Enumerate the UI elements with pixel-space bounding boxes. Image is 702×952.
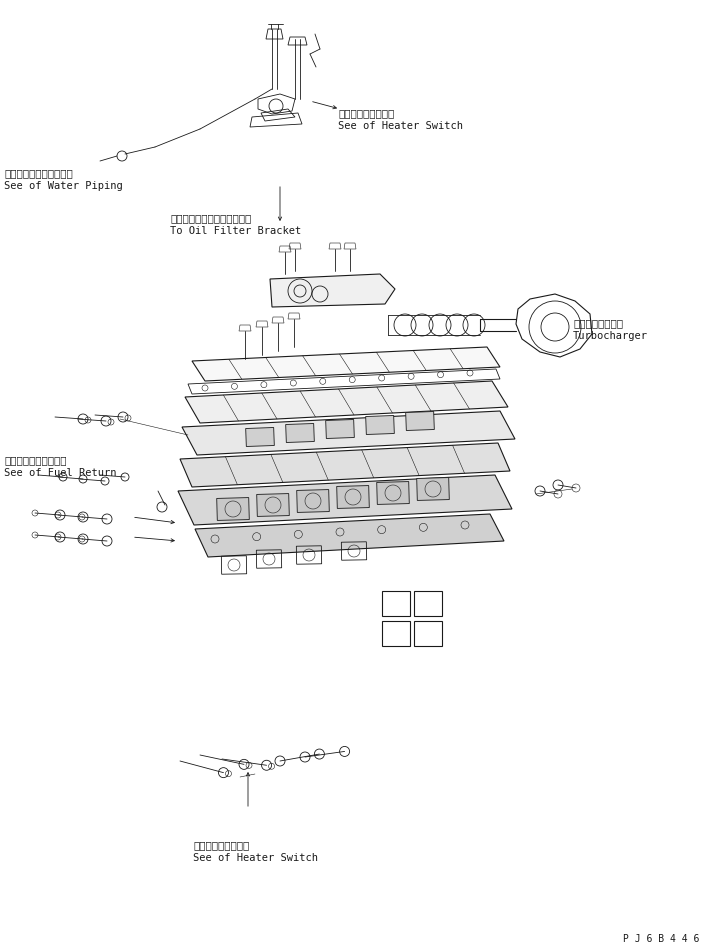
Polygon shape [182,411,515,455]
Text: フェエルリターン参照: フェエルリターン参照 [4,454,67,465]
Polygon shape [297,490,329,513]
Text: ヒータスイッチ参照: ヒータスイッチ参照 [193,839,249,849]
Polygon shape [417,478,449,501]
Text: P J 6 B 4 4 6: P J 6 B 4 4 6 [623,933,699,943]
Polygon shape [270,275,395,307]
Polygon shape [366,416,395,435]
Bar [382,591,410,616]
Polygon shape [326,420,355,439]
Polygon shape [246,428,274,447]
Text: ウォータパイピング参照: ウォータパイピング参照 [4,168,73,178]
Bar [414,622,442,646]
Text: See of Heater Switch: See of Heater Switch [193,852,318,863]
Polygon shape [337,486,369,509]
Polygon shape [257,494,289,517]
Text: To Oil Filter Bracket: To Oil Filter Bracket [170,226,301,236]
Polygon shape [180,444,510,487]
Text: オイルフィルタブラケットへ: オイルフィルタブラケットへ [170,213,251,223]
Text: See of Heater Switch: See of Heater Switch [338,121,463,130]
Text: ヒータスイッチ参照: ヒータスイッチ参照 [338,108,395,118]
Polygon shape [217,498,249,521]
Polygon shape [286,424,314,443]
Polygon shape [195,514,504,558]
Text: See of Fuel Return: See of Fuel Return [4,467,117,478]
Text: Turbocharger: Turbocharger [573,330,648,341]
Text: See of Water Piping: See of Water Piping [4,181,123,190]
Polygon shape [377,482,409,505]
Text: ターボチャージャ: ターボチャージャ [573,318,623,327]
Polygon shape [192,347,500,382]
Polygon shape [178,475,512,526]
Polygon shape [406,412,435,431]
Bar [382,622,410,646]
Polygon shape [185,382,508,424]
Bar [414,591,442,616]
